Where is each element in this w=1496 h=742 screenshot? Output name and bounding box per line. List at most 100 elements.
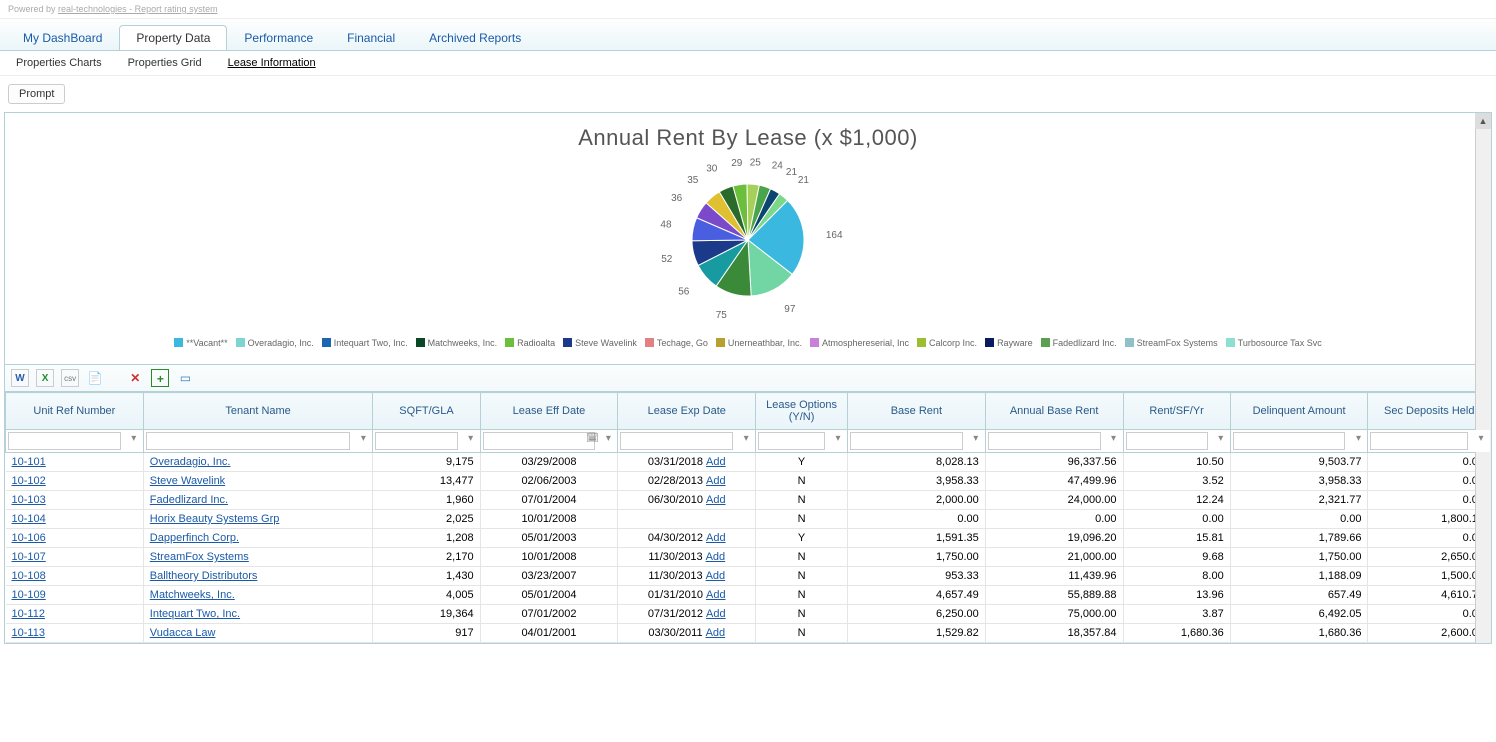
legend-item[interactable]: Matchweeks, Inc. (416, 335, 498, 351)
filter-input-base[interactable] (850, 432, 963, 450)
legend-item[interactable]: **Vacant** (174, 335, 227, 351)
filter-icon[interactable]: ▾ (1351, 433, 1365, 447)
cell-dep: 0.00 (1368, 453, 1491, 472)
tenant-link[interactable]: StreamFox Systems (150, 551, 249, 563)
scroll-up-icon[interactable]: ▲ (1475, 113, 1491, 129)
col-header-base[interactable]: Base Rent (847, 393, 985, 430)
legend-item[interactable]: Turbosource Tax Svc (1226, 335, 1322, 351)
unit-link[interactable]: 10-104 (12, 513, 46, 525)
unit-link[interactable]: 10-112 (12, 608, 45, 620)
cell-sqft: 13,477 (373, 472, 480, 491)
filter-icon[interactable]: ▾ (831, 433, 845, 447)
tab-financial[interactable]: Financial (330, 25, 412, 50)
export-excel-icon[interactable]: X (36, 369, 54, 387)
legend-item[interactable]: Intequart Two, Inc. (322, 335, 408, 351)
col-header-opts[interactable]: Lease Options (Y/N) (756, 393, 848, 430)
window-icon[interactable]: ▭ (176, 369, 194, 387)
tenant-link[interactable]: Dapperfinch Corp. (150, 532, 239, 544)
add-link[interactable]: Add (706, 494, 726, 506)
export-word-icon[interactable]: W (11, 369, 29, 387)
col-header-annual[interactable]: Annual Base Rent (985, 393, 1123, 430)
add-link[interactable]: Add (706, 456, 726, 468)
unit-link[interactable]: 10-101 (12, 456, 46, 468)
filter-input-eff[interactable] (483, 432, 596, 450)
filter-input-dep[interactable] (1370, 432, 1468, 450)
add-link[interactable]: Add (706, 589, 726, 601)
tenant-link[interactable]: Horix Beauty Systems Grp (150, 513, 280, 525)
col-header-delinq[interactable]: Delinquent Amount (1230, 393, 1368, 430)
tenant-link[interactable]: Balltheory Distributors (150, 570, 258, 582)
legend-item[interactable]: StreamFox Systems (1125, 335, 1218, 351)
filter-icon[interactable]: ▾ (739, 433, 753, 447)
add-link[interactable]: Add (706, 627, 726, 639)
unit-link[interactable]: 10-109 (12, 589, 46, 601)
tenant-link[interactable]: Vudacca Law (150, 627, 216, 639)
unit-link[interactable]: 10-106 (12, 532, 46, 544)
add-link[interactable]: Add (706, 532, 726, 544)
col-header-eff[interactable]: Lease Eff Date (480, 393, 618, 430)
subtab-properties-grid[interactable]: Properties Grid (120, 55, 210, 71)
export-csv-icon[interactable]: csv (61, 369, 79, 387)
filter-icon[interactable]: ▾ (127, 433, 141, 447)
filter-icon[interactable]: ▾ (1107, 433, 1121, 447)
col-header-unit[interactable]: Unit Ref Number (6, 393, 144, 430)
filter-icon[interactable]: ▾ (969, 433, 983, 447)
unit-link[interactable]: 10-107 (12, 551, 46, 563)
tab-archived-reports[interactable]: Archived Reports (412, 25, 538, 50)
col-header-rsf[interactable]: Rent/SF/Yr (1123, 393, 1230, 430)
subtab-lease-information[interactable]: Lease Information (220, 55, 324, 71)
filter-icon[interactable]: ▾ (1214, 433, 1228, 447)
add-link[interactable]: Add (706, 570, 726, 582)
tenant-link[interactable]: Matchweeks, Inc. (150, 589, 235, 601)
legend-item[interactable]: Overadagio, Inc. (236, 335, 314, 351)
tenant-link[interactable]: Steve Wavelink (150, 475, 225, 487)
cell-annual: 11,439.96 (985, 567, 1123, 586)
legend-item[interactable]: Radioalta (505, 335, 555, 351)
filter-input-exp[interactable] (620, 432, 733, 450)
powered-by-link[interactable]: real-technologies - Report rating system (58, 4, 218, 14)
tenant-link[interactable]: Intequart Two, Inc. (150, 608, 240, 620)
filter-icon[interactable]: ▾ (601, 433, 615, 447)
filter-icon[interactable]: ▾ (464, 433, 478, 447)
add-link[interactable]: Add (706, 551, 726, 563)
prompt-button[interactable]: Prompt (8, 84, 65, 104)
tenant-link[interactable]: Fadedlizard Inc. (150, 494, 228, 506)
filter-input-tenant[interactable] (146, 432, 351, 450)
tab-performance[interactable]: Performance (227, 25, 330, 50)
filter-input-delinq[interactable] (1233, 432, 1346, 450)
tab-my-dashboard[interactable]: My DashBoard (6, 25, 119, 50)
tab-property-data[interactable]: Property Data (119, 25, 227, 50)
legend-label: Radioalta (517, 338, 555, 348)
legend-item[interactable]: Rayware (985, 335, 1033, 351)
tenant-link[interactable]: Overadagio, Inc. (150, 456, 231, 468)
filter-input-opts[interactable] (758, 432, 825, 450)
legend-item[interactable]: Steve Wavelink (563, 335, 637, 351)
filter-input-unit[interactable] (8, 432, 121, 450)
filter-icon[interactable]: ▾ (1474, 433, 1488, 447)
add-icon[interactable]: + (151, 369, 169, 387)
legend-item[interactable]: Techage, Go (645, 335, 708, 351)
filter-input-annual[interactable] (988, 432, 1101, 450)
unit-link[interactable]: 10-102 (12, 475, 46, 487)
legend-item[interactable]: Atmosphereserial, Inc (810, 335, 909, 351)
vertical-scrollbar[interactable]: ▲ (1475, 113, 1491, 643)
legend-item[interactable]: Fadedlizard Inc. (1041, 335, 1117, 351)
legend-item[interactable]: Calcorp Inc. (917, 335, 977, 351)
filter-input-rsf[interactable] (1126, 432, 1208, 450)
filter-input-sqft[interactable] (375, 432, 457, 450)
col-header-sqft[interactable]: SQFT/GLA (373, 393, 480, 430)
unit-link[interactable]: 10-103 (12, 494, 46, 506)
filter-icon[interactable]: ▾ (356, 433, 370, 447)
col-header-tenant[interactable]: Tenant Name (143, 393, 373, 430)
unit-link[interactable]: 10-113 (12, 627, 45, 639)
add-link[interactable]: Add (706, 475, 726, 487)
calendar-icon[interactable]: 🗓 (585, 433, 599, 447)
subtab-properties-charts[interactable]: Properties Charts (8, 55, 110, 71)
export-pdf-icon[interactable]: 📄 (86, 369, 104, 387)
add-link[interactable]: Add (706, 608, 726, 620)
col-header-exp[interactable]: Lease Exp Date (618, 393, 756, 430)
delete-icon[interactable]: ✕ (126, 369, 144, 387)
legend-item[interactable]: Unerneathbar, Inc. (716, 335, 802, 351)
unit-link[interactable]: 10-108 (12, 570, 46, 582)
col-header-dep[interactable]: Sec Deposits Held (1368, 393, 1491, 430)
